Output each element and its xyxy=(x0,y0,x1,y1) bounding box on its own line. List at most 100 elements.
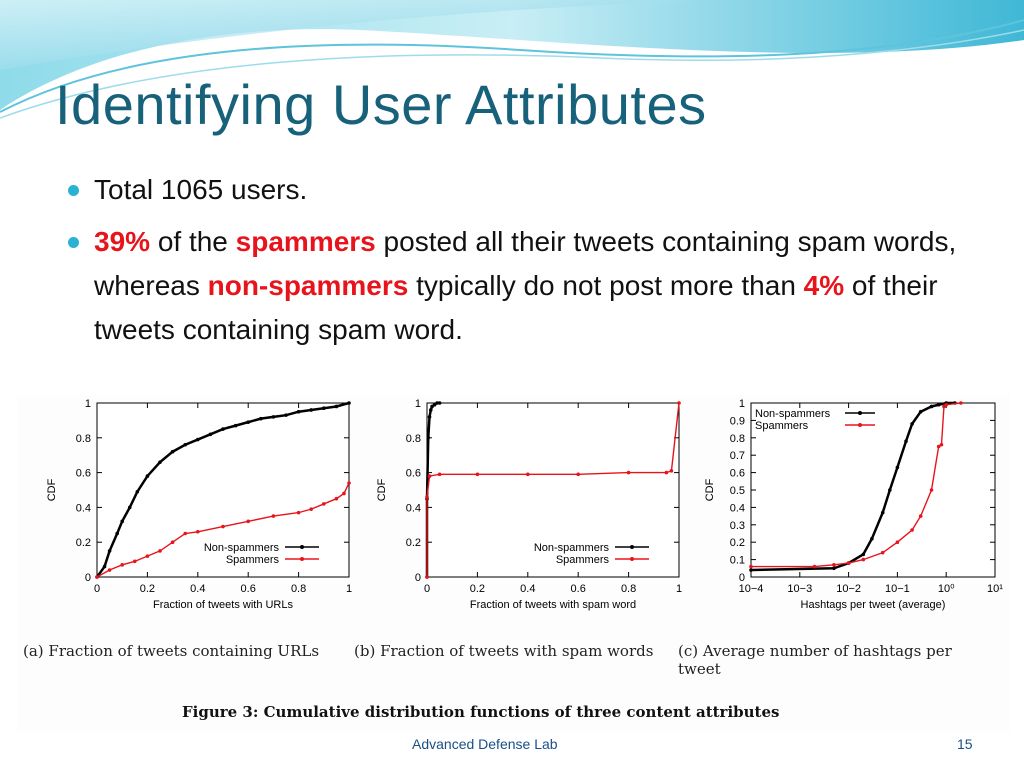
y-tick-label: 0.4 xyxy=(730,502,745,514)
x-tick-label: 10−2 xyxy=(836,583,861,595)
data-point-spammers xyxy=(133,559,137,564)
bullet-item: 39% of the spammers posted all their twe… xyxy=(68,220,988,352)
data-point-spammers xyxy=(944,402,948,407)
data-point-non-spammers xyxy=(910,422,914,426)
bullet-dot-icon xyxy=(68,237,79,248)
data-point-non-spammers xyxy=(196,437,200,442)
legend-marker-non-spammers xyxy=(630,545,634,549)
bullet-list: Total 1065 users. 39% of the spammers po… xyxy=(68,168,988,360)
highlight-percent: 4% xyxy=(803,270,845,301)
highlight-percent: 39% xyxy=(94,226,151,257)
data-point-non-spammers xyxy=(208,432,213,437)
x-tick-label: 0.4 xyxy=(520,583,535,595)
legend-marker-non-spammers xyxy=(858,411,862,415)
data-point-non-spammers xyxy=(749,568,753,572)
data-point-spammers xyxy=(749,564,753,569)
data-point-non-spammers xyxy=(170,449,175,454)
chart-hashtags-per-tweet: 0 0.1 0.2 0.3 0.4 0.5 0.6 0.7 0.8 0.9 1 10−4 10−3 10−… xyxy=(704,398,1003,611)
subcaption-c: (c) Average number of hashtags per xyxy=(678,642,952,660)
chart-spam-word-fraction: 0 0.2 0.4 0.6 0.8 1 0 0.2 0.4 0.6 0.8 1 Fraction of … xyxy=(376,398,682,611)
y-tick-label: 0.8 xyxy=(730,433,745,445)
data-point-spammers xyxy=(895,540,900,544)
data-point-non-spammers xyxy=(904,439,908,444)
y-tick-label: 0.6 xyxy=(406,468,421,480)
highlight-non-spammers: non-spammers xyxy=(207,270,409,301)
y-tick-label: 0 xyxy=(739,572,745,584)
data-point-spammers xyxy=(425,495,429,499)
data-point-spammers xyxy=(145,554,150,558)
y-tick-label: 0.5 xyxy=(730,485,745,497)
x-tick-label: 10⁰ xyxy=(938,583,955,595)
legend-label: Spammers xyxy=(556,554,610,566)
data-point-non-spammers xyxy=(259,416,263,421)
data-point-spammers xyxy=(959,401,963,405)
data-point-spammers xyxy=(939,442,944,447)
data-point-spammers xyxy=(342,491,346,496)
subcaption-a: (a) Fraction of tweets containing URLs xyxy=(23,642,320,660)
data-point-spammers xyxy=(221,524,225,529)
legend-label: Non-spammers xyxy=(755,408,831,420)
y-tick-label: 0.3 xyxy=(730,520,745,532)
data-point-non-spammers xyxy=(158,460,162,464)
subcaption-c-continued: tweet xyxy=(678,660,721,678)
legend-marker-spammers xyxy=(630,557,634,561)
series-line-non-spammers xyxy=(95,401,350,578)
data-point-non-spammers xyxy=(221,427,225,431)
data-point-non-spammers xyxy=(870,536,874,541)
bullet-text-part: of their tweets containing spam word. xyxy=(94,270,938,345)
data-point-non-spammers xyxy=(428,408,433,412)
data-point-spammers xyxy=(929,488,934,492)
chart-url-fraction: 0 0.2 0.4 0.6 0.8 1 0 0.2 0.4 0.6 0.8 1 Fraction of … xyxy=(46,398,352,611)
bullet-text-part: typically do not post more than xyxy=(408,270,804,301)
data-point-spammers xyxy=(425,575,429,579)
data-point-non-spammers xyxy=(334,404,339,409)
highlight-spammers: spammers xyxy=(235,226,376,257)
data-point-non-spammers xyxy=(107,549,112,553)
data-point-spammers xyxy=(677,401,681,405)
data-point-spammers xyxy=(183,531,187,536)
y-tick-label: 0.1 xyxy=(730,555,745,567)
y-tick-label: 0.2 xyxy=(76,537,91,549)
legend-marker-non-spammers xyxy=(300,545,304,549)
y-axis-label: CDF xyxy=(376,478,388,501)
bullet-text-part: of the xyxy=(150,226,236,257)
data-point-non-spammers xyxy=(861,552,866,557)
data-point-spammers xyxy=(526,472,530,477)
x-tick-label: 10−1 xyxy=(885,583,910,595)
y-tick-label: 0.6 xyxy=(730,468,745,480)
y-tick-label: 0.8 xyxy=(76,433,91,445)
data-point-spammers xyxy=(910,528,914,532)
data-point-spammers xyxy=(576,472,580,477)
x-axis-label: Fraction of tweets with URLs xyxy=(153,599,293,611)
legend-marker-spammers xyxy=(858,423,862,427)
data-point-spammers xyxy=(669,469,674,473)
x-tick-label: 0.4 xyxy=(190,583,205,595)
x-tick-label: 10−4 xyxy=(739,583,764,595)
page-number: 15 xyxy=(957,736,973,752)
legend-label: Spammers xyxy=(226,554,280,566)
data-point-spammers xyxy=(347,481,351,485)
data-point-spammers xyxy=(832,563,836,567)
bullet-text-part: Total 1065 users. xyxy=(94,174,308,205)
x-tick-label: 0.6 xyxy=(241,583,256,595)
x-tick-label: 0.6 xyxy=(571,583,586,595)
y-tick-label: 0.9 xyxy=(730,415,745,427)
y-axis-label: CDF xyxy=(46,478,58,501)
data-point-spammers xyxy=(936,444,941,449)
subcaption-b: (b) Fraction of tweets with spam words xyxy=(354,642,654,660)
data-point-non-spammers xyxy=(918,409,923,414)
data-point-spammers xyxy=(158,549,162,553)
y-tick-label: 1 xyxy=(739,398,745,410)
plot-frame xyxy=(426,402,680,578)
x-tick-label: 0 xyxy=(424,583,430,595)
bullet-text-part: posted all their tweets containing spam … xyxy=(94,226,957,301)
data-point-spammers xyxy=(95,575,99,579)
data-point-non-spammers xyxy=(426,436,431,440)
data-point-spammers xyxy=(196,529,200,534)
data-point-non-spammers xyxy=(284,413,288,417)
data-point-non-spammers xyxy=(322,406,326,411)
x-tick-label: 10−3 xyxy=(787,583,812,595)
legend-label: Spammers xyxy=(755,420,809,432)
data-point-non-spammers xyxy=(127,505,132,510)
slide-title: Identifying User Attributes xyxy=(55,73,707,136)
